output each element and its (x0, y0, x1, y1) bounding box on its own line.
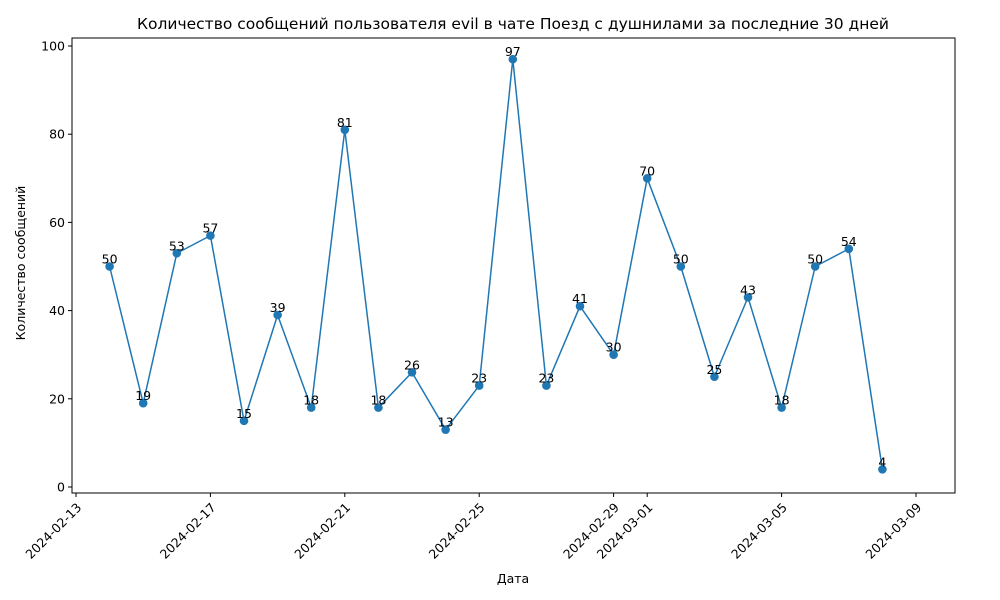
data-point (743, 293, 753, 302)
x-tick-label: 2024-02-21 (291, 500, 353, 562)
data-label: 57 (202, 221, 218, 236)
data-point (474, 381, 484, 390)
data-label: 41 (572, 291, 588, 306)
data-point (407, 368, 417, 377)
x-tick-label: 2024-02-13 (22, 500, 84, 562)
data-point (172, 248, 182, 258)
y-tick-label: 20 (49, 391, 65, 406)
data-label: 43 (740, 282, 756, 297)
y-tick-label: 100 (41, 39, 65, 54)
y-axis-ticks: 0 20 40 60 80 100 (41, 39, 72, 495)
data-label: 50 (102, 252, 118, 267)
data-label: 23 (471, 371, 487, 386)
data-label: 50 (673, 252, 689, 267)
y-tick-label: 0 (57, 480, 65, 495)
plot-frame (71, 37, 956, 494)
data-label: 23 (538, 371, 554, 386)
data-label: 26 (404, 357, 420, 372)
data-point (105, 262, 114, 271)
data-point (642, 174, 652, 183)
data-label: 81 (337, 115, 353, 130)
y-axis-label: Количество сообщений (13, 186, 28, 341)
x-tick-label: 2024-02-25 (426, 500, 488, 562)
series-line (108, 58, 884, 470)
data-point (273, 310, 282, 320)
data-label: 39 (270, 300, 286, 315)
data-label: 53 (169, 238, 185, 253)
data-point (374, 403, 383, 412)
data-point (676, 262, 686, 271)
chart-title: Количество сообщений пользователя evil в… (137, 15, 889, 33)
data-point (508, 54, 518, 64)
data-point (878, 465, 887, 474)
data-label: 30 (606, 340, 622, 355)
data-label: 54 (841, 234, 857, 249)
data-point (340, 125, 350, 135)
data-label: 18 (774, 393, 790, 408)
data-label: 70 (639, 163, 655, 178)
data-point (542, 381, 551, 390)
data-label: 50 (807, 252, 823, 267)
data-label: 15 (236, 406, 252, 421)
data-label: 18 (303, 393, 319, 408)
data-point (609, 350, 618, 360)
data-point (441, 425, 450, 434)
x-tick-label: 2024-03-09 (862, 500, 924, 562)
y-tick-label: 60 (49, 215, 65, 230)
data-label: 18 (370, 393, 386, 408)
data-point (810, 262, 820, 271)
data-point (844, 244, 854, 254)
data-point (206, 231, 215, 240)
data-label: 19 (135, 388, 151, 403)
x-axis-ticks: 2024-02-13 2024-02-17 2024-02-21 2024-02-25… (22, 493, 924, 562)
data-series: 50 19 53 57 15 39 18 81 18 26 13 23 97 23 41 30 70 50 25 43… (102, 44, 887, 474)
data-label: 97 (505, 44, 521, 59)
x-tick-label: 2024-02-17 (157, 500, 219, 562)
data-label: 13 (438, 415, 454, 430)
y-tick-label: 80 (49, 127, 65, 142)
data-point (575, 301, 585, 311)
data-point (777, 403, 786, 412)
y-tick-label: 40 (49, 303, 65, 318)
data-label: 25 (706, 362, 722, 377)
x-tick-label: 2024-03-05 (728, 500, 790, 562)
x-axis-label: Дата (497, 571, 529, 586)
data-point (306, 403, 316, 412)
data-point (138, 398, 148, 408)
data-point (239, 416, 249, 426)
data-point (710, 372, 719, 382)
data-label: 4 (878, 454, 886, 469)
